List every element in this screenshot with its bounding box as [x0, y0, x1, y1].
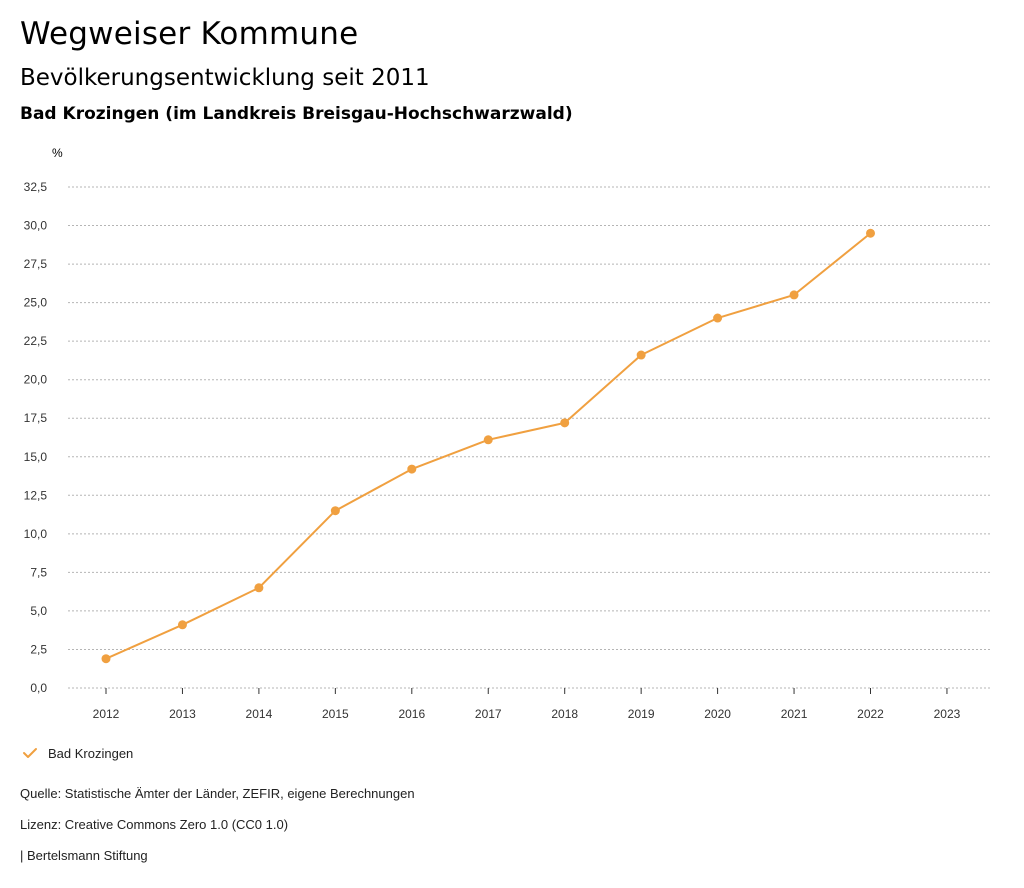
y-tick-label: 12,5	[24, 488, 48, 502]
data-point[interactable]	[636, 350, 646, 360]
legend-label: Bad Krozingen	[48, 745, 134, 761]
x-tick-label: 2021	[781, 707, 808, 721]
data-point[interactable]	[101, 654, 111, 664]
y-tick-label: 0,0	[30, 681, 47, 695]
checkmark-icon	[23, 748, 37, 758]
data-point[interactable]	[254, 583, 264, 593]
data-point[interactable]	[713, 313, 723, 323]
y-tick-label: 27,5	[24, 257, 48, 271]
x-tick-label: 2017	[475, 707, 502, 721]
x-tick-label: 2018	[551, 707, 578, 721]
data-point[interactable]	[177, 620, 187, 630]
publisher-text: | Bertelsmann Stiftung	[20, 848, 148, 863]
data-point[interactable]	[407, 464, 417, 474]
data-point[interactable]	[789, 290, 799, 300]
y-tick-label: 5,0	[30, 604, 47, 618]
series-layer	[101, 228, 875, 664]
y-tick-label: 2,5	[30, 642, 47, 656]
chart-subtitle: Bevölkerungsentwicklung seit 2011	[20, 65, 430, 91]
y-tick-label: 32,5	[24, 180, 48, 194]
x-tick-label: 2022	[857, 707, 884, 721]
grid-lines	[68, 186, 990, 689]
x-tick-label: 2023	[934, 707, 961, 721]
x-tick-label: 2016	[398, 707, 425, 721]
y-tick-label: 30,0	[24, 219, 48, 233]
source-text: Quelle: Statistische Ämter der Länder, Z…	[20, 786, 415, 801]
page-title: Wegweiser Kommune	[20, 16, 359, 52]
data-point[interactable]	[866, 228, 875, 238]
y-axis-unit-label: %	[52, 146, 63, 160]
y-tick-label: 15,0	[24, 450, 48, 464]
y-tick-label: 25,0	[24, 296, 48, 310]
data-point[interactable]	[483, 435, 493, 445]
x-tick-label: 2015	[322, 707, 349, 721]
data-point[interactable]	[330, 506, 340, 516]
series-line	[105, 232, 872, 660]
y-tick-label: 22,5	[24, 334, 48, 348]
x-tick-label: 2014	[246, 707, 273, 721]
y-tick-label: 10,0	[24, 527, 48, 541]
x-tick-label: 2019	[628, 707, 655, 721]
y-axis-ticks: 0,0 2,5 5,0 7,5 10,0 12,5 15,0 17,5 20,0 22,5 25,0…	[24, 180, 48, 695]
legend-item[interactable]: Bad Krozingen	[22, 745, 133, 761]
x-tick-label: 2013	[169, 707, 196, 721]
y-tick-label: 7,5	[30, 565, 47, 579]
y-tick-label: 17,5	[24, 411, 48, 425]
y-tick-label: 20,0	[24, 373, 48, 387]
x-tick-label: 2012	[93, 707, 120, 721]
data-point[interactable]	[560, 418, 570, 428]
x-tick-label: 2020	[704, 707, 731, 721]
x-axis-ticks: 2012 2013 2014 2015 2016 2017 2018 2019 2020 2021…	[93, 688, 961, 721]
license-text: Lizenz: Creative Commons Zero 1.0 (CC0 1…	[20, 817, 289, 832]
line-chart: 0,0 2,5 5,0 7,5 10,0 12,5 15,0 17,5 20,0 22,5 25,0…	[24, 180, 990, 721]
region-label: Bad Krozingen (im Landkreis Breisgau-Hoc…	[20, 104, 573, 124]
